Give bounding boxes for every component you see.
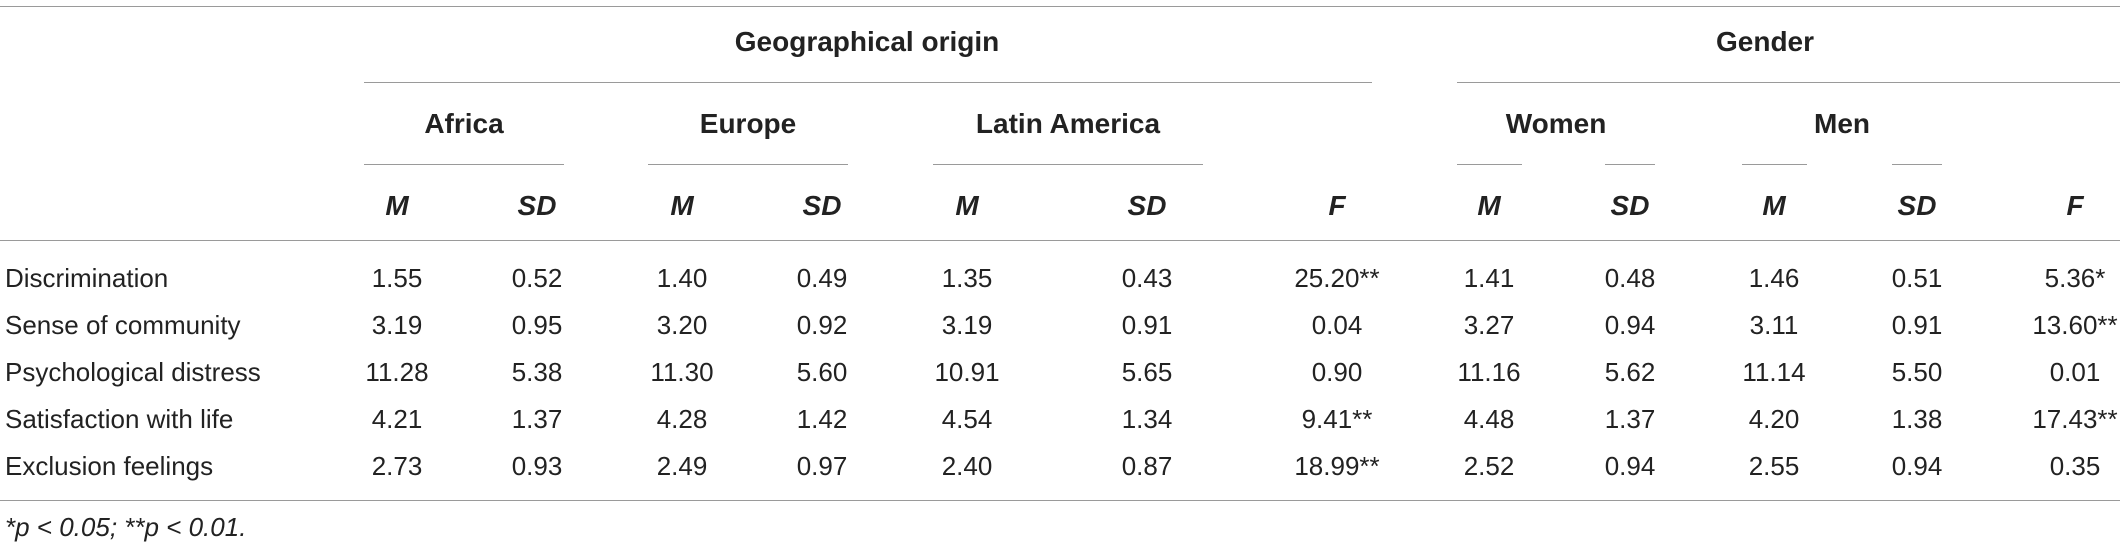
africa-underline [364,164,564,165]
table-cell: 0.87 [1121,451,1173,481]
europe-underline [648,164,848,165]
table-cell: 1.55 [371,263,423,293]
table-cell: 0.92 [796,310,848,340]
table-cell: 3.19 [371,310,423,340]
body-bottom-rule [0,500,2120,501]
table-cell: 11.14 [1742,357,1806,387]
row-label: Sense of community [5,310,241,340]
table-cell: 1.40 [656,263,708,293]
table-cell: 1.37 [511,404,563,434]
table-cell: 0.91 [1891,310,1943,340]
stat-header-m: M [1762,190,1786,221]
table-cell: 9.41** [1301,404,1373,434]
table-cell: 0.97 [796,451,848,481]
table-cell: 0.52 [511,263,563,293]
stat-header-sd: SD [1127,190,1167,221]
sub-header-europe: Europe [699,108,797,139]
stat-header-f: F [1328,190,1346,221]
row-label: Psychological distress [5,357,261,387]
table-cell: 2.52 [1463,451,1515,481]
table-cell: 0.43 [1121,263,1173,293]
table-cell: 4.48 [1463,404,1515,434]
men-sd-underline [1892,164,1942,165]
table-cell: 11.30 [650,357,714,387]
table-cell: 5.36* [2044,263,2106,293]
table-cell: 0.94 [1604,451,1656,481]
table-cell: 0.91 [1121,310,1173,340]
table-cell: 25.20** [1294,263,1380,293]
men-m-underline [1742,164,1807,165]
stat-header-sd: SD [1610,190,1650,221]
table-cell: 0.51 [1891,263,1943,293]
table-cell: 4.21 [371,404,423,434]
sub-header-africa: Africa [424,108,504,139]
table-cell: 3.19 [941,310,993,340]
table-cell: 2.40 [941,451,993,481]
table-cell: 4.28 [656,404,708,434]
table-cell: 11.28 [365,357,429,387]
table-cell: 1.37 [1604,404,1656,434]
latin-america-underline [933,164,1203,165]
stat-header-sd: SD [802,190,842,221]
women-sd-underline [1605,164,1655,165]
table-cell: 5.62 [1604,357,1656,387]
gender-underline [1457,82,2120,83]
table-cell: 0.01 [2049,357,2101,387]
table-cell: 4.54 [941,404,993,434]
table-cell: 1.42 [796,404,848,434]
stat-header-m: M [385,190,409,221]
table-cell: 3.27 [1463,310,1515,340]
sub-header-men: Men [1814,108,1870,139]
stat-header-f: F [2066,190,2084,221]
table-cell: 5.65 [1121,357,1173,387]
table-cell: 5.60 [796,357,848,387]
stat-header-m: M [955,190,979,221]
table-cell: 3.20 [656,310,708,340]
table-cell: 1.38 [1891,404,1943,434]
geo-underline [364,82,1372,83]
table-cell: 3.11 [1749,310,1799,340]
footnote: *p < 0.05; **p < 0.01. [5,512,247,542]
sub-header-latin-america: Latin America [975,108,1161,139]
table-cell: 4.20 [1748,404,1800,434]
table-cell: 0.49 [796,263,848,293]
table-cell: 11.16 [1457,357,1521,387]
table-cell: 0.35 [2049,451,2101,481]
stat-header-m: M [1477,190,1501,221]
row-label: Discrimination [5,263,169,293]
table-cell: 13.60** [2032,310,2118,340]
row-label: Satisfaction with life [5,404,234,434]
table-cell: 2.55 [1748,451,1800,481]
table-cell: 0.94 [1604,310,1656,340]
stat-header-sd: SD [517,190,557,221]
table-cell: 2.49 [656,451,708,481]
table-cell: 2.73 [371,451,423,481]
sub-header-women: Women [1505,108,1607,139]
table-cell: 0.04 [1311,310,1363,340]
table-cell: 0.93 [511,451,563,481]
table-cell: 17.43** [2032,404,2118,434]
table-cell: 5.50 [1891,357,1943,387]
table-cell: 0.48 [1604,263,1656,293]
table-cell: 1.46 [1748,263,1800,293]
table-cell: 0.95 [511,310,563,340]
table-cell: 1.34 [1121,404,1173,434]
stat-header-sd: SD [1897,190,1937,221]
table-cell: 18.99** [1294,451,1380,481]
table-cell: 0.90 [1311,357,1363,387]
women-m-underline [1457,164,1522,165]
table-cell: 5.38 [511,357,563,387]
table-cell: 0.94 [1891,451,1943,481]
group-header-gender: Gender [1715,26,1815,57]
row-label: Exclusion feelings [5,451,214,481]
stat-header-m: M [670,190,694,221]
table-cell: 1.41 [1463,263,1515,293]
table-cell: 1.35 [941,263,993,293]
table-cell: 10.91 [934,357,1000,387]
header-bottom-rule [0,240,2120,241]
top-rule [0,6,2120,7]
group-header-geographical-origin: Geographical origin [734,26,1000,57]
